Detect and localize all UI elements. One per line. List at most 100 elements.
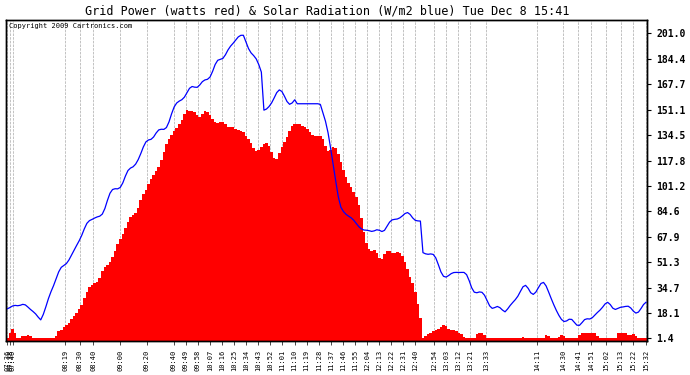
Bar <box>568 338 571 340</box>
Bar <box>275 159 278 340</box>
Bar <box>506 338 509 340</box>
Bar <box>201 114 204 340</box>
Bar <box>88 288 91 340</box>
Bar <box>611 338 614 340</box>
Bar <box>409 277 411 340</box>
Bar <box>365 243 368 340</box>
Bar <box>586 333 589 340</box>
Bar <box>450 330 453 340</box>
Bar <box>478 333 481 340</box>
Bar <box>63 327 65 340</box>
Bar <box>604 338 607 340</box>
Bar <box>529 338 532 340</box>
Bar <box>404 262 406 340</box>
Bar <box>371 251 373 340</box>
Bar <box>172 132 175 340</box>
Bar <box>309 132 311 340</box>
Bar <box>229 127 232 340</box>
Title: Grid Power (watts red) & Solar Radiation (W/m2 blue) Tue Dec 8 15:41: Grid Power (watts red) & Solar Radiation… <box>84 4 569 17</box>
Bar <box>629 335 632 340</box>
Bar <box>119 238 121 340</box>
Bar <box>253 148 255 340</box>
Bar <box>96 282 99 340</box>
Bar <box>99 278 101 340</box>
Bar <box>265 143 268 340</box>
Bar <box>558 336 560 340</box>
Bar <box>24 336 27 340</box>
Bar <box>239 131 242 340</box>
Bar <box>360 217 363 340</box>
Bar <box>142 194 145 340</box>
Bar <box>463 337 465 340</box>
Bar <box>375 252 378 340</box>
Bar <box>237 130 239 340</box>
Bar <box>322 140 324 340</box>
Bar <box>132 215 135 340</box>
Bar <box>493 338 496 340</box>
Bar <box>522 338 524 340</box>
Bar <box>196 116 199 340</box>
Bar <box>440 327 442 340</box>
Bar <box>170 135 172 340</box>
Bar <box>339 162 342 340</box>
Bar <box>399 253 401 340</box>
Bar <box>601 338 604 340</box>
Bar <box>473 338 475 340</box>
Bar <box>388 251 391 340</box>
Bar <box>481 333 483 340</box>
Bar <box>599 338 601 340</box>
Bar <box>281 147 283 340</box>
Bar <box>19 338 21 340</box>
Bar <box>573 338 575 340</box>
Bar <box>417 304 419 340</box>
Bar <box>73 316 75 340</box>
Bar <box>563 336 565 340</box>
Bar <box>157 166 160 340</box>
Bar <box>135 213 137 340</box>
Bar <box>304 127 306 340</box>
Bar <box>57 331 60 340</box>
Bar <box>642 338 645 340</box>
Bar <box>139 200 142 340</box>
Bar <box>517 338 519 340</box>
Bar <box>345 177 347 340</box>
Bar <box>75 313 78 340</box>
Bar <box>378 258 381 340</box>
Bar <box>314 136 317 340</box>
Bar <box>619 333 622 340</box>
Bar <box>511 338 514 340</box>
Bar <box>221 122 224 340</box>
Bar <box>537 338 540 340</box>
Bar <box>453 330 455 340</box>
Bar <box>50 338 52 340</box>
Bar <box>37 338 39 340</box>
Bar <box>368 249 371 340</box>
Bar <box>411 284 414 340</box>
Bar <box>9 333 11 340</box>
Bar <box>419 318 422 340</box>
Bar <box>257 150 260 340</box>
Bar <box>109 261 111 340</box>
Bar <box>383 254 386 340</box>
Bar <box>527 338 529 340</box>
Bar <box>489 338 491 340</box>
Bar <box>191 111 193 340</box>
Bar <box>270 152 273 340</box>
Bar <box>614 338 617 340</box>
Bar <box>460 334 463 340</box>
Bar <box>21 336 24 340</box>
Bar <box>632 334 635 340</box>
Bar <box>206 112 209 340</box>
Bar <box>483 335 486 340</box>
Bar <box>373 250 375 340</box>
Bar <box>393 254 396 340</box>
Bar <box>386 251 388 340</box>
Bar <box>6 338 9 340</box>
Bar <box>429 333 432 340</box>
Bar <box>204 111 206 340</box>
Bar <box>78 309 81 340</box>
Bar <box>283 142 286 340</box>
Bar <box>273 158 275 340</box>
Bar <box>424 336 427 340</box>
Bar <box>442 325 445 340</box>
